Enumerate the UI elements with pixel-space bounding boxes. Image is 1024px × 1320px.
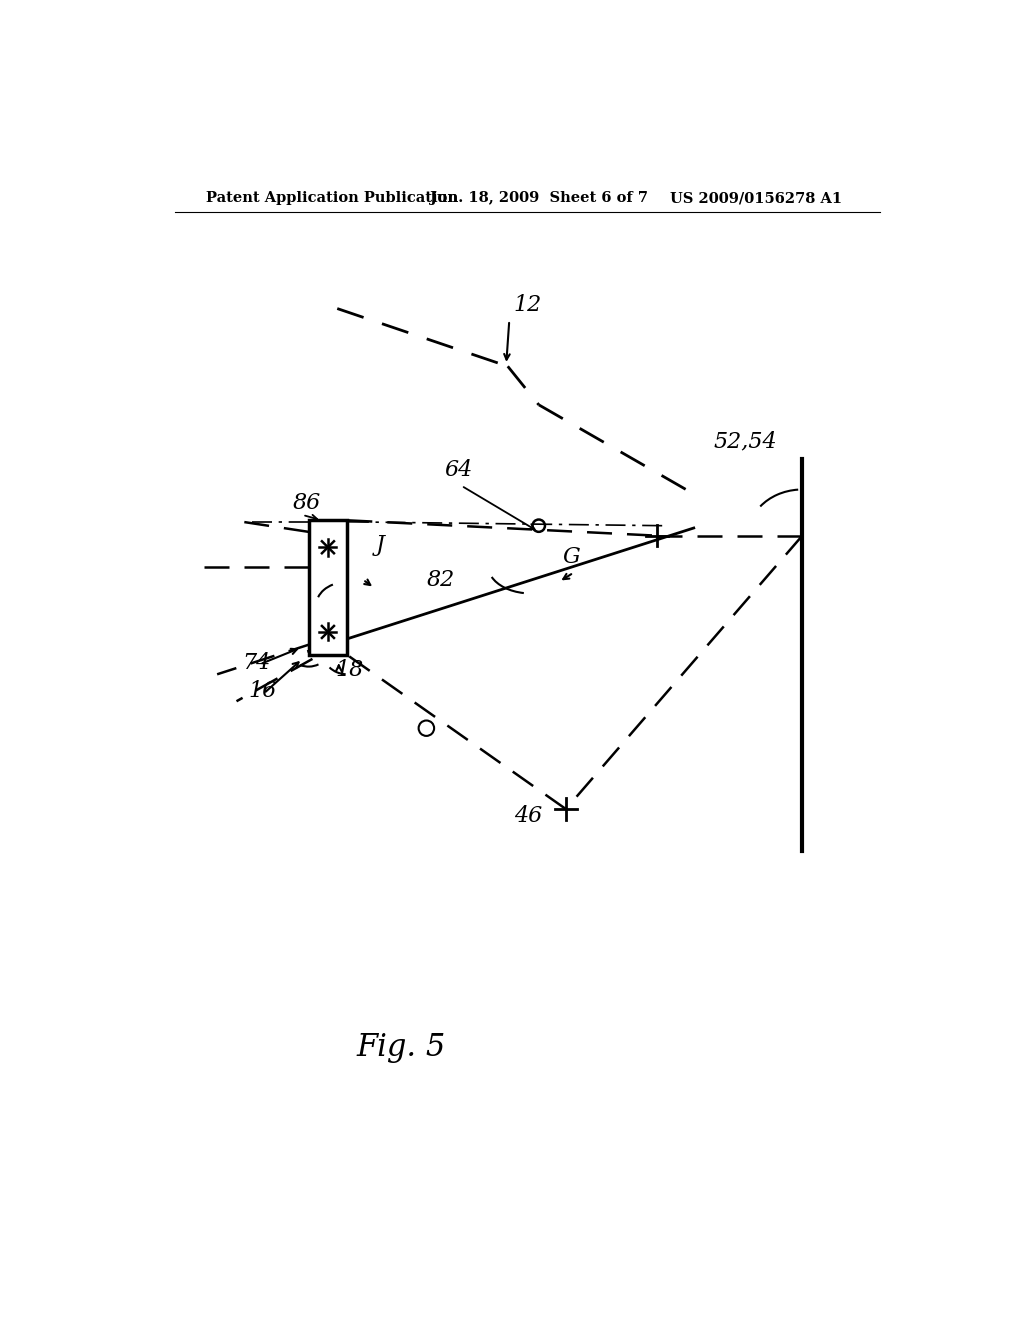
Text: US 2009/0156278 A1: US 2009/0156278 A1 [671, 191, 843, 206]
Text: 82: 82 [426, 569, 455, 591]
Bar [308, 520, 347, 655]
Text: 18: 18 [336, 659, 364, 681]
Text: 12: 12 [514, 294, 542, 315]
Text: 46: 46 [514, 805, 542, 828]
Text: G: G [562, 545, 580, 568]
Text: 74: 74 [243, 652, 271, 675]
Text: J: J [376, 535, 385, 556]
Text: 64: 64 [444, 458, 472, 480]
Text: Jun. 18, 2009  Sheet 6 of 7: Jun. 18, 2009 Sheet 6 of 7 [430, 191, 648, 206]
Text: 52,54: 52,54 [713, 430, 777, 453]
Text: 16: 16 [248, 680, 276, 702]
Text: Patent Application Publication: Patent Application Publication [206, 191, 458, 206]
Text: 86: 86 [293, 492, 322, 513]
Text: Fig. 5: Fig. 5 [356, 1032, 445, 1063]
